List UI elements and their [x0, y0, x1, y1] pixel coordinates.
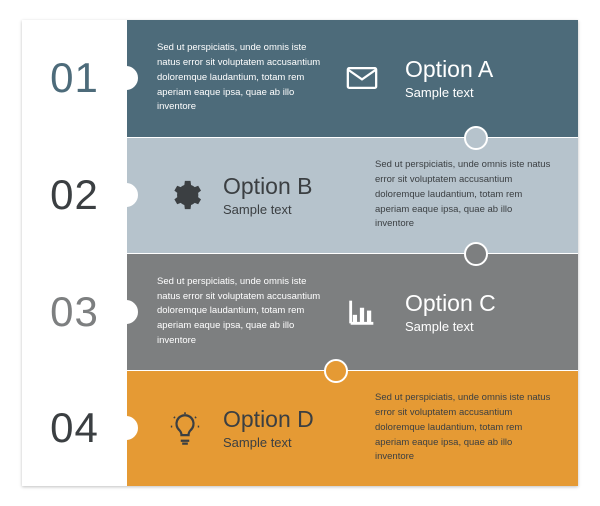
- lorem-4: Sed ut perspiciatis, unde omnis iste nat…: [375, 391, 570, 465]
- lightbulb-icon: [155, 411, 215, 445]
- option-title-2: Option B: [223, 173, 375, 200]
- puzzle-knob-4: [114, 416, 138, 440]
- number-cell-3: 03: [22, 254, 127, 370]
- puzzle-knob-2: [114, 183, 138, 207]
- content-cell-1: Sed ut perspiciatis, unde omnis iste nat…: [127, 20, 578, 137]
- lorem-2: Sed ut perspiciatis, unde omnis iste nat…: [375, 158, 570, 232]
- gear-icon: [155, 178, 215, 212]
- option-title-3: Option C: [405, 290, 578, 317]
- puzzle-socket-3: [324, 359, 348, 383]
- puzzle-knob-1: [114, 66, 138, 90]
- envelope-icon: [327, 61, 397, 95]
- number-4: 04: [50, 404, 99, 452]
- option-title-1: Option A: [405, 56, 578, 83]
- option-sub-2: Sample text: [223, 202, 375, 217]
- option-title-4: Option D: [223, 406, 375, 433]
- option-sub-1: Sample text: [405, 85, 578, 100]
- content-cell-4: Option D Sample text Sed ut perspiciatis…: [127, 371, 578, 487]
- number-3: 03: [50, 288, 99, 336]
- row-4: 04 Option D Sample text Sed ut perspicia…: [22, 370, 578, 487]
- number-cell-1: 01: [22, 20, 127, 137]
- content-cell-2: Option B Sample text Sed ut perspiciatis…: [127, 138, 578, 254]
- content-cell-3: Sed ut perspiciatis, unde omnis iste nat…: [127, 254, 578, 370]
- lorem-1: Sed ut perspiciatis, unde omnis iste nat…: [127, 41, 327, 115]
- option-sub-3: Sample text: [405, 319, 578, 334]
- puzzle-knob-3: [114, 300, 138, 324]
- lorem-3: Sed ut perspiciatis, unde omnis iste nat…: [127, 275, 327, 349]
- number-1: 01: [50, 54, 99, 102]
- infographic-stage: 01 Sed ut perspiciatis, unde omnis iste …: [22, 20, 578, 486]
- puzzle-socket-1: [464, 126, 488, 150]
- number-cell-4: 04: [22, 371, 127, 487]
- puzzle-socket-2: [464, 242, 488, 266]
- number-cell-2: 02: [22, 138, 127, 254]
- row-3: 03 Sed ut perspiciatis, unde omnis iste …: [22, 253, 578, 370]
- row-2: 02 Option B Sample text Sed ut perspicia…: [22, 137, 578, 254]
- option-sub-4: Sample text: [223, 435, 375, 450]
- row-1: 01 Sed ut perspiciatis, unde omnis iste …: [22, 20, 578, 137]
- bar-chart-icon: [327, 295, 397, 329]
- number-2: 02: [50, 171, 99, 219]
